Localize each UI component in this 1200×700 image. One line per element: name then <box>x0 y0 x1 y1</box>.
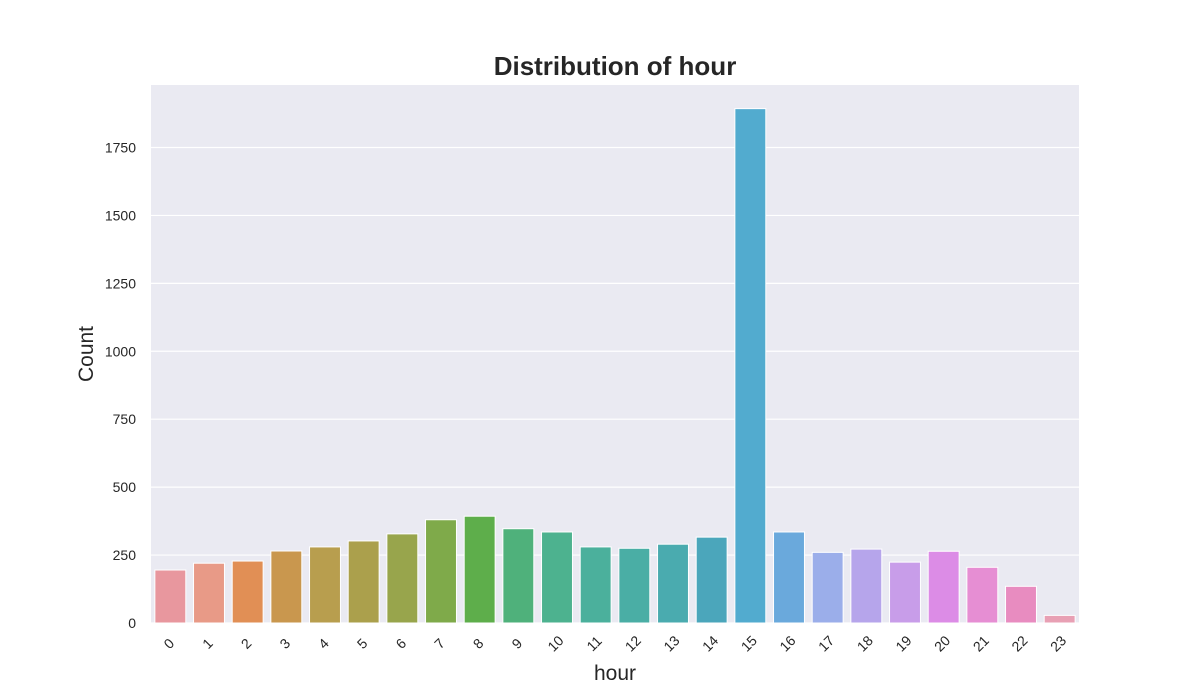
bar-hour-9 <box>502 528 535 624</box>
x-tick-labels: 0 1 2 3 4 5 6 7 8 9 10 11 12 13 14 15 16 17 18 19 20 21 22 23 <box>160 632 1069 654</box>
x-tick-label: 16 <box>776 632 798 654</box>
y-tick-label: 250 <box>113 547 137 563</box>
bar-hour-22 <box>1005 585 1037 624</box>
x-tick-label: 2 <box>238 635 255 652</box>
bar-hour-23 <box>1043 614 1076 624</box>
bar-hour-16 <box>773 531 805 624</box>
x-tick-label: 1 <box>199 635 216 652</box>
y-tick-label: 750 <box>113 411 137 427</box>
x-tick-label: 0 <box>160 635 177 652</box>
x-tick-label: 8 <box>470 635 487 652</box>
bar-hour-7 <box>425 519 457 624</box>
x-tick-label: 5 <box>354 635 371 652</box>
y-tick-label: 1000 <box>105 343 136 359</box>
bar-hour-20 <box>927 550 960 624</box>
bar-hour-3 <box>270 550 303 624</box>
bar-hour-4 <box>309 546 341 624</box>
bar-hour-8 <box>463 515 496 624</box>
bar-hour-1 <box>193 562 225 624</box>
bar-hour-2 <box>231 560 264 624</box>
x-tick-label: 3 <box>276 635 293 652</box>
bar-hour-15 <box>734 108 767 624</box>
x-tick-label: 19 <box>892 632 914 654</box>
x-tick-label: 14 <box>699 632 721 654</box>
bars <box>154 108 1076 624</box>
x-tick-label: 23 <box>1047 632 1069 654</box>
x-tick-label: 12 <box>622 632 644 654</box>
y-tick-label: 1750 <box>105 139 136 155</box>
bar-hour-12 <box>618 547 651 624</box>
chart-title: Distribution of hour <box>494 51 737 81</box>
bar-hour-11 <box>579 546 612 624</box>
x-tick-label: 15 <box>738 632 760 654</box>
x-tick-label: 4 <box>315 635 332 652</box>
bar-hour-18 <box>850 548 883 624</box>
bar-hour-17 <box>811 551 844 624</box>
x-tick-label: 11 <box>583 633 605 655</box>
y-tick-label: 1500 <box>105 207 136 223</box>
x-tick-label: 21 <box>970 632 992 654</box>
bar-hour-5 <box>347 540 380 624</box>
y-tick-label: 1250 <box>105 275 136 291</box>
x-tick-label: 13 <box>660 632 682 654</box>
bar-hour-10 <box>541 531 573 624</box>
x-tick-label: 22 <box>1008 632 1030 654</box>
x-tick-label: 20 <box>931 632 953 654</box>
x-tick-label: 7 <box>431 635 448 652</box>
bar-hour-19 <box>889 561 921 624</box>
y-tick-label: 0 <box>128 615 136 631</box>
bar-hour-21 <box>966 566 999 624</box>
y-tick-label: 500 <box>113 479 137 495</box>
bar-hour-14 <box>695 536 728 624</box>
x-tick-label: 17 <box>815 632 837 654</box>
x-tick-label: 9 <box>508 635 525 652</box>
x-tick-label: 6 <box>392 635 409 652</box>
x-axis-label: hour <box>594 662 636 685</box>
plot-area <box>151 85 1079 623</box>
y-axis-label: Count <box>75 326 98 382</box>
y-tick-labels: 0 250 500 750 1000 1250 1500 1750 <box>105 139 136 631</box>
x-tick-label: 10 <box>544 632 566 654</box>
grid-lines <box>151 146 1079 624</box>
bar-hour-13 <box>657 543 689 624</box>
x-tick-label: 18 <box>854 632 876 654</box>
bar-hour-6 <box>386 533 419 624</box>
bar-hour-0 <box>154 569 187 624</box>
